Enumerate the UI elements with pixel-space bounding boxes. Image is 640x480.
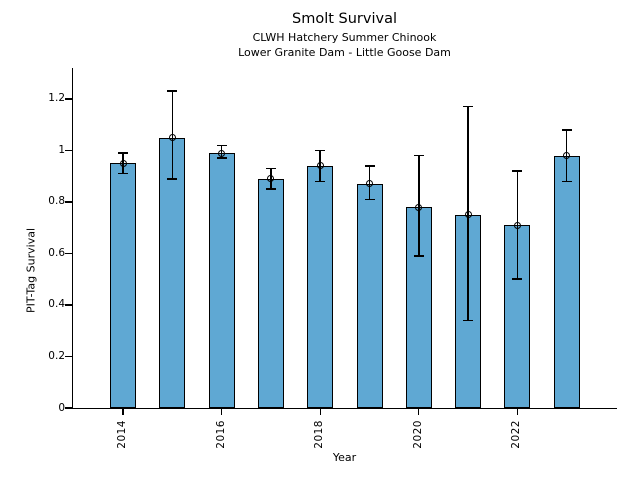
y-tick-mark <box>65 98 72 100</box>
error-cap-bottom-2020 <box>413 255 424 257</box>
x-tick-label: 2016 <box>214 420 227 449</box>
y-tick-label: 1 <box>58 143 65 156</box>
error-cap-top-2023 <box>561 129 572 131</box>
x-tick-label: 2020 <box>411 420 424 449</box>
bar-2015 <box>159 137 186 408</box>
x-tick-mark <box>516 408 519 415</box>
x-tick-mark <box>418 408 420 415</box>
error-cap-bottom-2017 <box>265 188 276 190</box>
point-marker-2022 <box>513 221 521 229</box>
plot-area: PIT-Tag Survival 0 0.2 0.4 0.6 0.8 1 1.2 2014 20… <box>25 68 617 449</box>
error-cap-top-2016 <box>216 144 227 147</box>
y-tick-mark <box>65 355 72 358</box>
error-cap-bottom-2018 <box>315 180 326 183</box>
x-tick-label: 2022 <box>510 420 523 449</box>
error-cap-top-2022 <box>512 170 523 172</box>
y-tick-mark <box>65 252 72 255</box>
chart-title: Smolt Survival <box>292 11 397 27</box>
x-tick-label: 2014 <box>116 420 128 449</box>
bar-2017 <box>257 178 284 408</box>
y-tick-label: 0.2 <box>48 349 65 362</box>
error-cap-bottom-2023 <box>561 180 572 183</box>
x-tick-mark <box>319 408 321 415</box>
error-cap-top-2020 <box>413 154 424 157</box>
point-marker-2017 <box>267 175 275 183</box>
point-marker-2016 <box>218 149 226 157</box>
x-tick-mark <box>220 408 223 415</box>
x-tick-mark <box>122 408 124 415</box>
error-cap-bottom-2019 <box>364 198 375 201</box>
y-tick-mark <box>65 304 72 306</box>
point-marker-2020 <box>415 203 423 211</box>
bar-2016 <box>208 153 235 408</box>
y-tick-mark <box>65 149 72 152</box>
error-cap-top-2021 <box>463 105 474 108</box>
error-cap-bottom-2015 <box>167 178 178 180</box>
point-marker-2019 <box>366 180 373 188</box>
chart-subtitle-line1: CLWH Hatchery Summer Chinook <box>252 31 437 44</box>
error-cap-top-2014 <box>118 152 128 154</box>
error-cap-top-2015 <box>167 90 178 92</box>
point-marker-2018 <box>316 162 324 170</box>
bar-2023 <box>553 155 580 408</box>
error-cap-top-2018 <box>315 149 326 152</box>
error-cap-top-2017 <box>265 167 276 170</box>
bar-2019 <box>356 183 383 408</box>
y-tick-label: 0.4 <box>48 298 65 311</box>
point-marker-2015 <box>168 134 176 142</box>
point-marker-2014 <box>119 159 127 167</box>
x-axis-spine <box>72 408 617 410</box>
y-tick-label: 1.2 <box>48 92 65 105</box>
chart-subtitle-line2: Lower Granite Dam - Little Goose Dam <box>238 46 451 59</box>
y-tick-mark <box>65 407 72 409</box>
bar-2018 <box>307 165 334 408</box>
error-cap-bottom-2022 <box>512 278 523 280</box>
y-axis-spine <box>72 68 74 408</box>
x-tick-label: 2018 <box>313 420 326 449</box>
point-marker-2021 <box>464 211 472 219</box>
error-cap-bottom-2021 <box>463 319 474 322</box>
error-cap-bottom-2016 <box>216 157 227 159</box>
bar-2014 <box>110 163 136 408</box>
error-cap-top-2019 <box>364 165 375 167</box>
y-tick-label: 0.6 <box>48 246 65 259</box>
error-cap-bottom-2014 <box>118 172 128 175</box>
y-tick-mark <box>65 201 72 203</box>
y-tick-label: 0.8 <box>48 195 65 208</box>
x-axis-label: Year <box>332 451 357 464</box>
point-marker-2023 <box>563 152 571 160</box>
y-tick-label: 0 <box>58 401 65 414</box>
